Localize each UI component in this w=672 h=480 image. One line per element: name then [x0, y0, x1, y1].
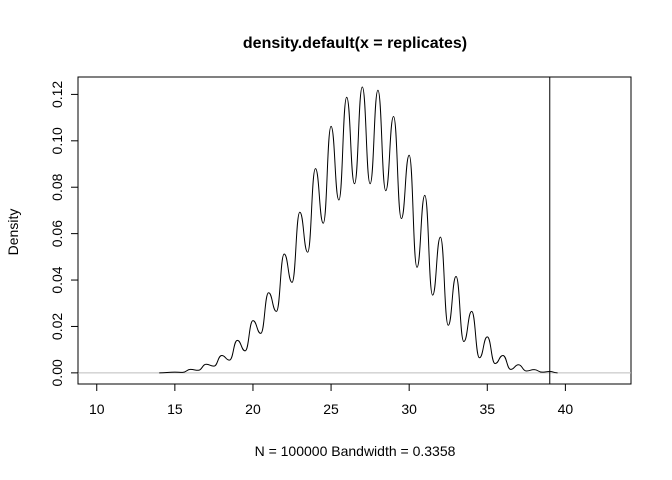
- x-tick-label: 35: [479, 401, 495, 417]
- x-tick-label: 30: [401, 401, 417, 417]
- plot-box: [77, 76, 632, 385]
- x-tick-label: 20: [245, 401, 261, 417]
- x-tick-label: 15: [167, 401, 183, 417]
- x-tick-label: 40: [558, 401, 574, 417]
- x-tick-label: 25: [323, 401, 339, 417]
- x-axis: 10 15 20 25 30 35 40: [89, 383, 574, 417]
- y-axis-label: Density: [5, 209, 21, 256]
- y-tick-label: 0.04: [49, 266, 65, 293]
- y-axis: 0.00 0.02 0.04 0.06 0.08 0.10 0.12: [49, 81, 79, 386]
- y-tick-label: 0.06: [49, 220, 65, 247]
- chart-title: density.default(x = replicates): [243, 35, 467, 52]
- y-tick-label: 0.10: [49, 127, 65, 154]
- y-tick-label: 0.12: [49, 81, 65, 108]
- x-axis-label: N = 100000 Bandwidth = 0.3358: [255, 443, 456, 459]
- density-curve: [159, 86, 558, 374]
- y-tick-label: 0.00: [49, 359, 65, 386]
- y-tick-label: 0.02: [49, 313, 65, 340]
- y-tick-label: 0.08: [49, 173, 65, 200]
- x-tick-label: 10: [89, 401, 105, 417]
